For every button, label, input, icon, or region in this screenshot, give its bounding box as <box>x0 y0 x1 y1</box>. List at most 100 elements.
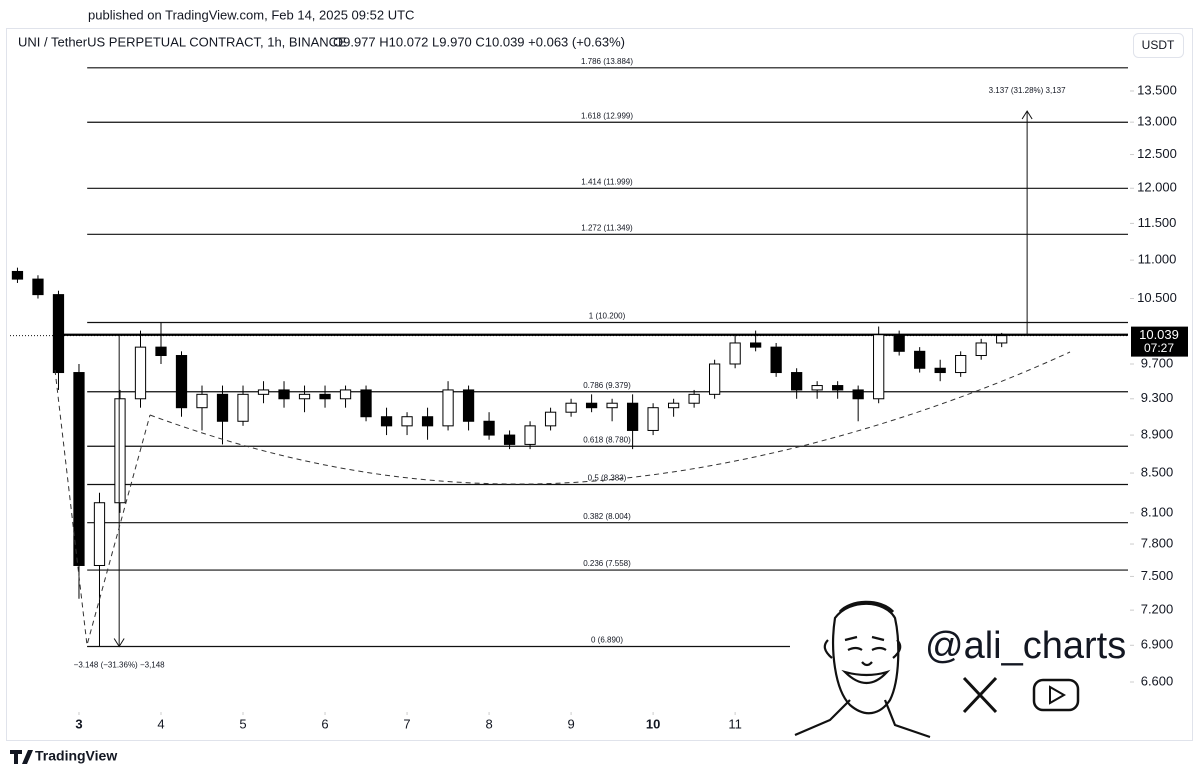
candle-body <box>667 402 680 409</box>
v-drawing <box>54 369 151 646</box>
candle-body <box>975 342 987 357</box>
fib-label: 1.414 (11.999) <box>581 177 633 186</box>
panel-border <box>6 28 1193 741</box>
candle-body <box>791 372 803 391</box>
price-tag-countdown: 07:27 <box>1144 341 1174 355</box>
x-tick-label: 3 <box>75 716 82 731</box>
candle-body <box>401 416 413 427</box>
candle-body <box>647 407 659 431</box>
x-tick-label: 11 <box>728 716 742 731</box>
currency[interactable]: USDT <box>1142 38 1175 52</box>
y-tick-label: 11.000 <box>1138 252 1177 267</box>
y-tick-label: 8.100 <box>1141 504 1174 519</box>
y-tick-label: 13.000 <box>1137 114 1177 129</box>
measure-arrowhead <box>1021 110 1033 120</box>
candle-body <box>852 389 864 400</box>
measure-label: 3.137 (31.28%) 3,137 <box>989 86 1066 95</box>
candle-body <box>175 355 188 409</box>
candle-body <box>565 402 577 413</box>
x-tick-label: 6 <box>321 716 328 731</box>
y-tick-label: 7.800 <box>1141 535 1174 550</box>
y-tick-label: 6.600 <box>1141 673 1174 688</box>
candle-body <box>11 270 24 280</box>
published-note: published on TradingView.com, Feb 14, 20… <box>88 7 414 22</box>
watermark-handle: @ali_charts <box>925 625 1126 667</box>
candle-body <box>524 425 536 445</box>
candle-body <box>462 389 475 422</box>
symbol: UNI / TetherUS PERPETUAL CONTRACT, 1h, B… <box>18 34 347 49</box>
candle-body <box>729 342 741 365</box>
cup-drawing <box>149 351 1071 485</box>
candle-body <box>626 402 639 431</box>
candle-body <box>155 346 167 357</box>
candle-body <box>32 278 44 296</box>
y-tick-label: 12.500 <box>1137 146 1177 161</box>
candle-body <box>442 389 454 427</box>
fib-label: 0.618 (8.780) <box>583 435 631 444</box>
x-tick-label: 5 <box>239 716 246 731</box>
candle-body <box>934 367 946 374</box>
y-tick-label: 13.500 <box>1137 82 1177 97</box>
candle-body <box>770 346 782 374</box>
candle-body <box>832 385 844 391</box>
candle-body <box>873 334 885 400</box>
y-tick-label: 10.500 <box>1137 290 1177 305</box>
x-tick-label: 8 <box>485 716 492 731</box>
candle-body <box>196 393 208 409</box>
y-tick-label: 6.900 <box>1141 637 1174 652</box>
candle-body <box>914 350 926 369</box>
candle-body <box>893 334 905 352</box>
currency-button[interactable] <box>1133 33 1184 58</box>
plot: 13.500 13.000 12.500 12.000 11.500 11.000 10.5… <box>10 57 1177 731</box>
measure-label: −3.148 (−31.36%) −3,148 <box>74 661 166 670</box>
candle-body <box>73 372 85 566</box>
price-tag <box>1131 326 1188 357</box>
candle-body <box>708 363 721 395</box>
x-tick-label: 9 <box>567 716 574 731</box>
fib-label: 0.5 (8.383) <box>588 474 627 483</box>
candle-body <box>606 402 618 409</box>
candle-body <box>360 389 372 418</box>
brand: TradingView <box>35 748 117 764</box>
x-icon <box>962 676 998 714</box>
candle-body <box>93 502 106 566</box>
candle-body <box>585 402 598 409</box>
avatar <box>794 600 931 739</box>
candle-body <box>319 393 331 400</box>
candle-body <box>811 385 823 391</box>
candle-body <box>52 294 65 374</box>
y-tick-label: 9.300 <box>1141 390 1174 405</box>
ohlc-header: O9.977 H10.072 L9.970 C10.039 +0.063 (+0… <box>333 34 625 49</box>
y-tick-label: 7.500 <box>1141 568 1174 583</box>
fib-label: 0.786 (9.379) <box>583 381 631 390</box>
y-tick-label: 7.200 <box>1141 602 1174 617</box>
candle-body <box>688 393 700 404</box>
fib-label: 1.272 (11.349) <box>581 223 633 232</box>
y-tick-label: 8.900 <box>1141 427 1174 442</box>
x-tick-label: 7 <box>403 716 410 731</box>
candle-body <box>257 389 270 395</box>
price-tag-value: 10.039 <box>1139 327 1179 342</box>
candle-body <box>544 411 557 427</box>
candle-body <box>483 420 495 436</box>
y-tick-label: 8.500 <box>1141 464 1174 479</box>
fib-label: 1 (10.200) <box>589 312 626 321</box>
youtube-icon <box>1032 678 1080 712</box>
y-tick-label: 12.000 <box>1137 180 1177 195</box>
fib-label: 1.786 (13.884) <box>581 57 633 66</box>
candle-body <box>114 398 126 504</box>
candle-body <box>996 335 1008 344</box>
candle-body <box>503 434 516 445</box>
candle-body <box>237 393 249 422</box>
y-tick-label: 9.700 <box>1141 355 1174 370</box>
youtube-play <box>1049 685 1067 705</box>
fib-label: 0.382 (8.004) <box>583 512 631 521</box>
candle-body <box>380 416 393 427</box>
brand-logo <box>10 750 33 764</box>
candle-body <box>955 355 967 374</box>
candle-body <box>134 346 147 400</box>
x-tick-label: 10 <box>646 716 660 731</box>
candle-body <box>421 416 434 427</box>
